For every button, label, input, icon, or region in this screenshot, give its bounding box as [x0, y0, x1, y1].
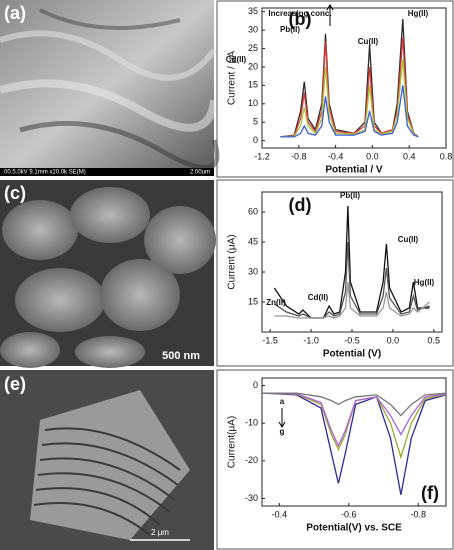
x-tick-label: -1.2 [254, 151, 270, 161]
scale-text: 500 nm [162, 350, 200, 362]
x-tick-label: -0.5 [344, 335, 360, 345]
x-tick-label: -0.8 [291, 151, 307, 161]
annotation: Cu(II) [398, 235, 419, 244]
x-tick-label: -1.0 [303, 335, 319, 345]
y-tick-label: 20 [248, 61, 258, 71]
annotation: Cd(II) [308, 293, 329, 302]
y-tick-label: -30 [245, 493, 258, 503]
sem-image-c [0, 180, 216, 368]
y-tick-label: 15 [248, 296, 258, 306]
annotation: Cu(II) [358, 37, 379, 46]
panel-label: (b) [289, 9, 312, 29]
x-tick-label: -0.8 [410, 509, 426, 519]
y-tick-label: 0 [253, 135, 258, 145]
series-line [261, 392, 447, 495]
series-line [262, 392, 447, 417]
y-tick-label: 15 [248, 80, 258, 90]
y-tick-label: 0 [253, 380, 258, 390]
annotation: Zn(II) [266, 298, 286, 307]
annotation: a [280, 397, 285, 406]
annotation: Pb(II) [340, 191, 360, 200]
panel-frame [216, 369, 454, 550]
x-axis-label: Potential(V) vs. SCE [306, 523, 402, 534]
series-line [261, 392, 447, 448]
x-tick-label: 0.0 [387, 335, 400, 345]
plot-frame [261, 377, 447, 507]
y-tick-label: 5 [253, 117, 258, 127]
annotation: Hg(II) [408, 9, 429, 18]
plot-frame [261, 7, 447, 149]
arrow [278, 408, 286, 428]
y-axis-label: Current (μA) [227, 234, 238, 289]
y-tick-label: 30 [248, 266, 258, 276]
series-line [280, 59, 419, 138]
series-line [274, 281, 431, 319]
scale-text: 2 μm [151, 528, 169, 537]
panel-frame [216, 179, 454, 367]
y-tick-label: 35 [248, 6, 258, 16]
sem-info: 00.5.0kV 9.1mm x20.0k SE(M) [4, 170, 86, 176]
x-tick-label: -0.4 [272, 509, 288, 519]
x-tick-label: 0.0 [366, 151, 379, 161]
x-axis-label: Potential (V) [323, 349, 381, 360]
x-tick-label: 0.4 [403, 151, 416, 161]
y-axis-label: Current(μA) [227, 416, 238, 468]
annotation: g [280, 427, 285, 436]
y-axis-label: Current / μA [227, 51, 238, 105]
panel-label: (f) [421, 483, 439, 503]
x-tick-label: 0.8 [440, 151, 453, 161]
x-tick-label: -0.6 [341, 509, 357, 519]
sem-image-a [0, 0, 220, 176]
x-tick-label: 0.5 [428, 335, 441, 345]
panel-label: (a) [4, 3, 26, 23]
series-line [280, 85, 419, 138]
y-tick-label: 45 [248, 236, 258, 246]
series-line [273, 205, 430, 319]
series-line [273, 241, 430, 319]
x-tick-label: -0.4 [328, 151, 344, 161]
scale-text: 2.00um [190, 170, 210, 176]
sem-image-e [0, 370, 214, 550]
series-line [261, 392, 447, 460]
panel-label: (c) [4, 183, 26, 203]
annotation: Cd(II) [226, 55, 247, 64]
y-tick-label: 60 [248, 206, 258, 216]
panel-label: (d) [289, 195, 312, 215]
annotation: Increasing conc. [268, 9, 331, 18]
arrow [326, 4, 334, 26]
annotation: Hg(II) [414, 278, 435, 287]
annotation: Pb(II) [280, 25, 300, 34]
x-axis-label: Potential / V [325, 165, 383, 176]
x-tick-label: -1.5 [262, 335, 278, 345]
panel-label: (e) [4, 374, 26, 394]
y-tick-label: 25 [248, 43, 258, 53]
y-tick-label: -10 [245, 418, 258, 428]
y-tick-label: 30 [248, 24, 258, 34]
y-tick-label: 10 [248, 98, 258, 108]
panel-frame [216, 0, 454, 178]
y-tick-label: -20 [245, 455, 258, 465]
